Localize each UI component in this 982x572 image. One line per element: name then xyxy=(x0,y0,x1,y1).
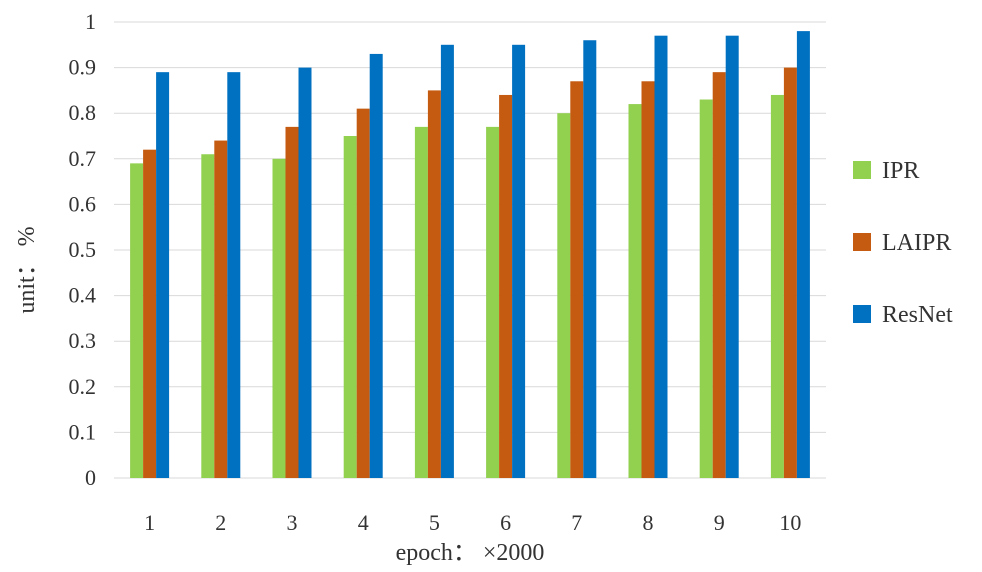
bar-ipr-4 xyxy=(343,136,357,478)
y-tick-label: 0.5 xyxy=(69,237,97,262)
x-tick-label: 8 xyxy=(643,510,654,535)
bar-laipr-9 xyxy=(712,72,726,478)
y-tick-label: 0.1 xyxy=(69,419,97,444)
y-axis-title: unit： % xyxy=(14,226,40,313)
y-tick-label: 0.8 xyxy=(69,100,97,125)
bar-ipr-2 xyxy=(201,154,215,479)
bar-ipr-8 xyxy=(628,104,642,478)
bar-laipr-7 xyxy=(570,81,584,478)
y-tick-label: 0.9 xyxy=(69,55,97,80)
x-tick-label: 7 xyxy=(571,510,582,535)
bar-ipr-1 xyxy=(130,163,144,479)
bar-resnet-6 xyxy=(512,44,526,479)
y-tick-label: 0 xyxy=(85,465,96,490)
bar-ipr-9 xyxy=(699,99,713,479)
legend-swatch-resnet xyxy=(853,305,871,323)
legend-label-ipr: IPR xyxy=(882,158,919,184)
x-tick-label: 6 xyxy=(500,510,511,535)
bar-laipr-8 xyxy=(641,81,655,478)
legend-label-resnet: ResNet xyxy=(882,302,953,328)
bar-resnet-4 xyxy=(369,53,383,479)
bar-laipr-10 xyxy=(783,67,797,478)
bar-ipr-6 xyxy=(486,126,500,478)
y-tick-label: 0.2 xyxy=(69,374,97,399)
bar-resnet-9 xyxy=(725,35,739,479)
bar-resnet-8 xyxy=(654,35,668,479)
bar-resnet-10 xyxy=(796,31,810,479)
x-tick-label: 4 xyxy=(358,510,369,535)
bar-resnet-5 xyxy=(440,44,454,479)
bar-laipr-3 xyxy=(285,126,299,478)
bars xyxy=(130,31,810,479)
x-tick-label: 1 xyxy=(144,510,155,535)
bar-laipr-5 xyxy=(427,90,441,479)
y-tick-label: 0.6 xyxy=(69,191,97,216)
x-tick-label: 10 xyxy=(779,510,801,535)
bar-ipr-5 xyxy=(414,126,428,478)
x-tick-label: 2 xyxy=(215,510,226,535)
bar-ipr-10 xyxy=(770,94,784,479)
y-tick-label: 0.3 xyxy=(69,328,97,353)
bar-laipr-6 xyxy=(499,94,513,479)
bar-resnet-7 xyxy=(583,40,597,479)
bar-resnet-1 xyxy=(156,72,170,478)
bar-resnet-3 xyxy=(298,67,312,478)
legend: IPR LAIPR ResNet xyxy=(853,158,953,328)
bar-ipr-3 xyxy=(272,158,286,479)
y-axis-ticks: 0 0.1 0.2 0.3 0.4 0.5 0.6 0.7 0.8 0.9 1 xyxy=(69,9,97,490)
y-tick-label: 0.7 xyxy=(69,146,97,171)
x-tick-label: 5 xyxy=(429,510,440,535)
y-tick-label: 0.4 xyxy=(69,283,97,308)
y-tick-label: 1 xyxy=(85,9,96,34)
bar-laipr-1 xyxy=(143,149,157,478)
legend-label-laipr: LAIPR xyxy=(882,230,951,256)
legend-swatch-laipr xyxy=(853,233,871,251)
bar-ipr-7 xyxy=(557,113,571,478)
x-tick-label: 3 xyxy=(287,510,298,535)
x-axis-ticks: 1 2 3 4 5 6 7 8 9 10 xyxy=(144,510,801,535)
x-axis-title: epoch： ×2000 xyxy=(396,540,545,566)
bar-resnet-2 xyxy=(227,72,241,478)
bar-laipr-2 xyxy=(214,140,228,478)
legend-swatch-ipr xyxy=(853,161,871,179)
x-tick-label: 9 xyxy=(714,510,725,535)
bar-laipr-4 xyxy=(356,108,370,478)
